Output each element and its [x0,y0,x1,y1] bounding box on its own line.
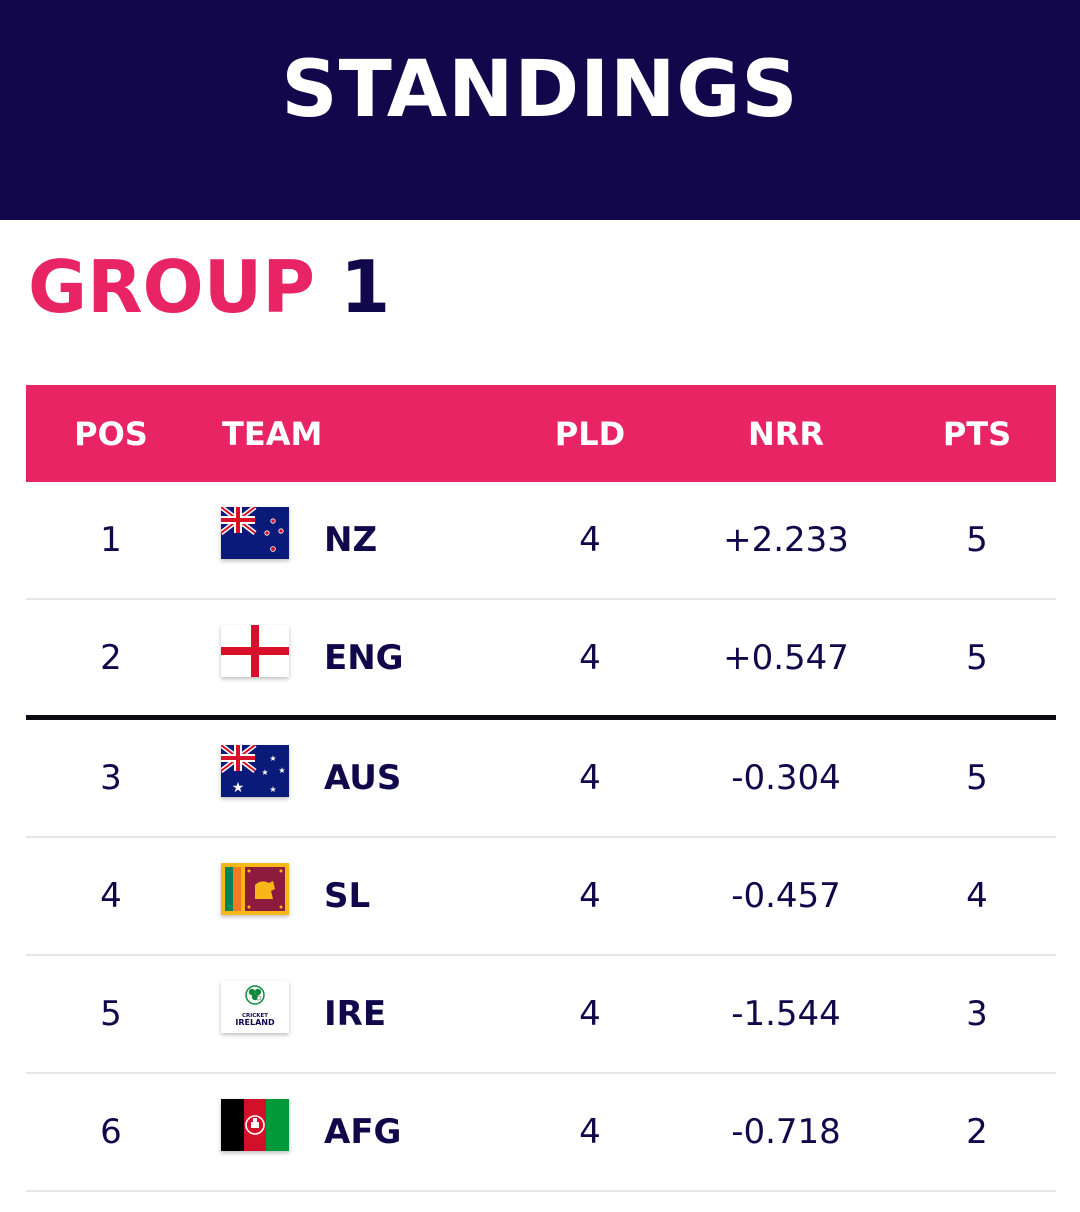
row-nrr: +0.547 [723,638,849,678]
row-pld: 4 [579,520,601,560]
table-row[interactable]: 3 ★ ★ ★ ★ ★ AUS 4 -0.304 5 [26,720,1056,838]
row-pld: 4 [579,1112,601,1152]
row-nrr: -0.718 [731,1112,841,1152]
table-row[interactable]: 1 NZ 4 +2.233 5 [26,482,1056,600]
table-header: POS TEAM PLD NRR PTS [26,385,1056,482]
group-number: 1 [340,245,391,329]
table-row[interactable]: 5 CRICKET IRELAND IRE 4 -1.544 3 [26,956,1056,1074]
row-team: ENG [324,638,404,678]
row-pts: 2 [966,1112,988,1152]
svg-text:★: ★ [269,754,276,763]
ire-logo-text-2: IRELAND [235,1018,275,1027]
afg-flag-icon [221,1099,289,1151]
page-title: STANDINGS [281,45,799,135]
row-pts: 3 [966,994,988,1034]
page-header: STANDINGS [0,0,1080,220]
row-pld: 4 [579,638,601,678]
eng-flag-icon [221,625,289,677]
row-pos: 6 [100,1112,122,1152]
row-team: AFG [324,1112,402,1152]
row-pts: 5 [966,520,988,560]
row-pld: 4 [579,994,601,1034]
row-nrr: -0.457 [731,876,841,916]
svg-text:★: ★ [269,785,276,794]
row-pld: 4 [579,758,601,798]
ire-logo-text-1: CRICKET [242,1013,268,1019]
group-label: GROUP [28,245,315,329]
row-team: IRE [324,994,387,1034]
table-row[interactable]: 2 ENG 4 +0.547 5 [26,600,1056,720]
row-nrr: +2.233 [723,520,849,560]
row-pld: 4 [579,876,601,916]
svg-text:★: ★ [261,768,268,777]
row-pos: 4 [100,876,122,916]
group-title: GROUP 1 [28,248,390,326]
ire-logo-icon: CRICKET IRELAND [221,981,289,1033]
row-team: NZ [324,520,378,560]
standings-table: POS TEAM PLD NRR PTS 1 N [26,385,1056,1192]
row-team: SL [324,876,371,916]
svg-text:★: ★ [232,780,245,796]
table-row[interactable]: 4 SL 4 -0.457 4 [26,838,1056,956]
row-pos: 5 [100,994,122,1034]
row-nrr: -1.544 [731,994,841,1034]
col-team: TEAM [222,415,323,453]
row-nrr: -0.304 [731,758,841,798]
col-pts: PTS [942,415,1012,453]
svg-text:★: ★ [278,766,285,775]
row-team: AUS [324,758,402,798]
col-pos: POS [74,415,148,453]
table-row[interactable]: 6 AFG 4 -0.718 2 [26,1074,1056,1192]
nz-flag-icon [221,507,289,559]
row-pts: 5 [966,638,988,678]
row-pos: 2 [100,638,122,678]
col-pld: PLD [554,415,626,453]
aus-flag-icon: ★ ★ ★ ★ ★ [221,745,289,797]
sl-flag-icon [221,863,289,915]
row-pts: 4 [966,876,988,916]
col-nrr: NRR [747,415,825,453]
row-pos: 1 [100,520,122,560]
row-pts: 5 [966,758,988,798]
row-pos: 3 [100,758,122,798]
